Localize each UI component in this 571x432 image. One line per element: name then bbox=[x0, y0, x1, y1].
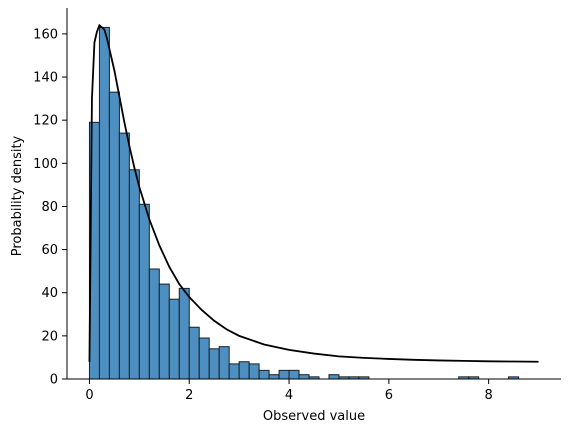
density-curve bbox=[88, 23, 539, 363]
histogram-bar bbox=[258, 369, 270, 380]
histogram-bar bbox=[158, 283, 170, 380]
y-axis-label: Probability density bbox=[10, 135, 25, 256]
y-tick-label: 120 bbox=[33, 114, 58, 129]
y-tick-label: 160 bbox=[33, 27, 58, 42]
x-axis-ticks: 0 2 4 6 8 bbox=[85, 379, 493, 403]
bars-layer bbox=[88, 26, 520, 380]
histogram-bar bbox=[198, 337, 210, 380]
y-tick-label: 40 bbox=[41, 286, 58, 301]
y-tick-label: 60 bbox=[41, 243, 58, 258]
y-tick-label: 140 bbox=[33, 71, 58, 86]
histogram-bar bbox=[148, 268, 160, 380]
histogram-bar bbox=[178, 287, 190, 380]
histogram-bar bbox=[268, 374, 280, 380]
histogram-bar bbox=[128, 169, 140, 380]
histogram-bar bbox=[208, 348, 220, 380]
x-tick-label: 4 bbox=[285, 388, 293, 403]
y-tick-label: 100 bbox=[33, 157, 58, 172]
x-tick-label: 8 bbox=[485, 388, 493, 403]
histogram-bar bbox=[98, 26, 110, 380]
histogram-bar bbox=[218, 346, 230, 380]
x-tick-label: 6 bbox=[385, 388, 393, 403]
y-tick-label: 20 bbox=[41, 329, 58, 344]
y-tick-label: 80 bbox=[41, 200, 58, 215]
x-axis-label: Observed value bbox=[263, 409, 365, 424]
x-tick-label: 0 bbox=[85, 388, 93, 403]
histogram-bar bbox=[108, 91, 120, 380]
histogram-bar bbox=[248, 363, 260, 380]
x-tick-label: 2 bbox=[185, 388, 193, 403]
histogram-bar bbox=[298, 374, 310, 380]
histogram-bar bbox=[328, 374, 340, 380]
histogram-bar bbox=[278, 369, 290, 380]
histogram-bar bbox=[238, 361, 250, 380]
y-tick-label: 0 bbox=[50, 373, 58, 388]
histogram-bar bbox=[288, 369, 300, 380]
histogram-bar bbox=[118, 132, 130, 380]
histogram-bar bbox=[188, 326, 200, 380]
histogram-bar bbox=[228, 363, 240, 380]
y-axis-ticks: 0 20 40 60 80 100 120 140 160 bbox=[33, 27, 67, 388]
histogram-bar bbox=[138, 203, 150, 380]
histogram-bar bbox=[168, 298, 180, 380]
